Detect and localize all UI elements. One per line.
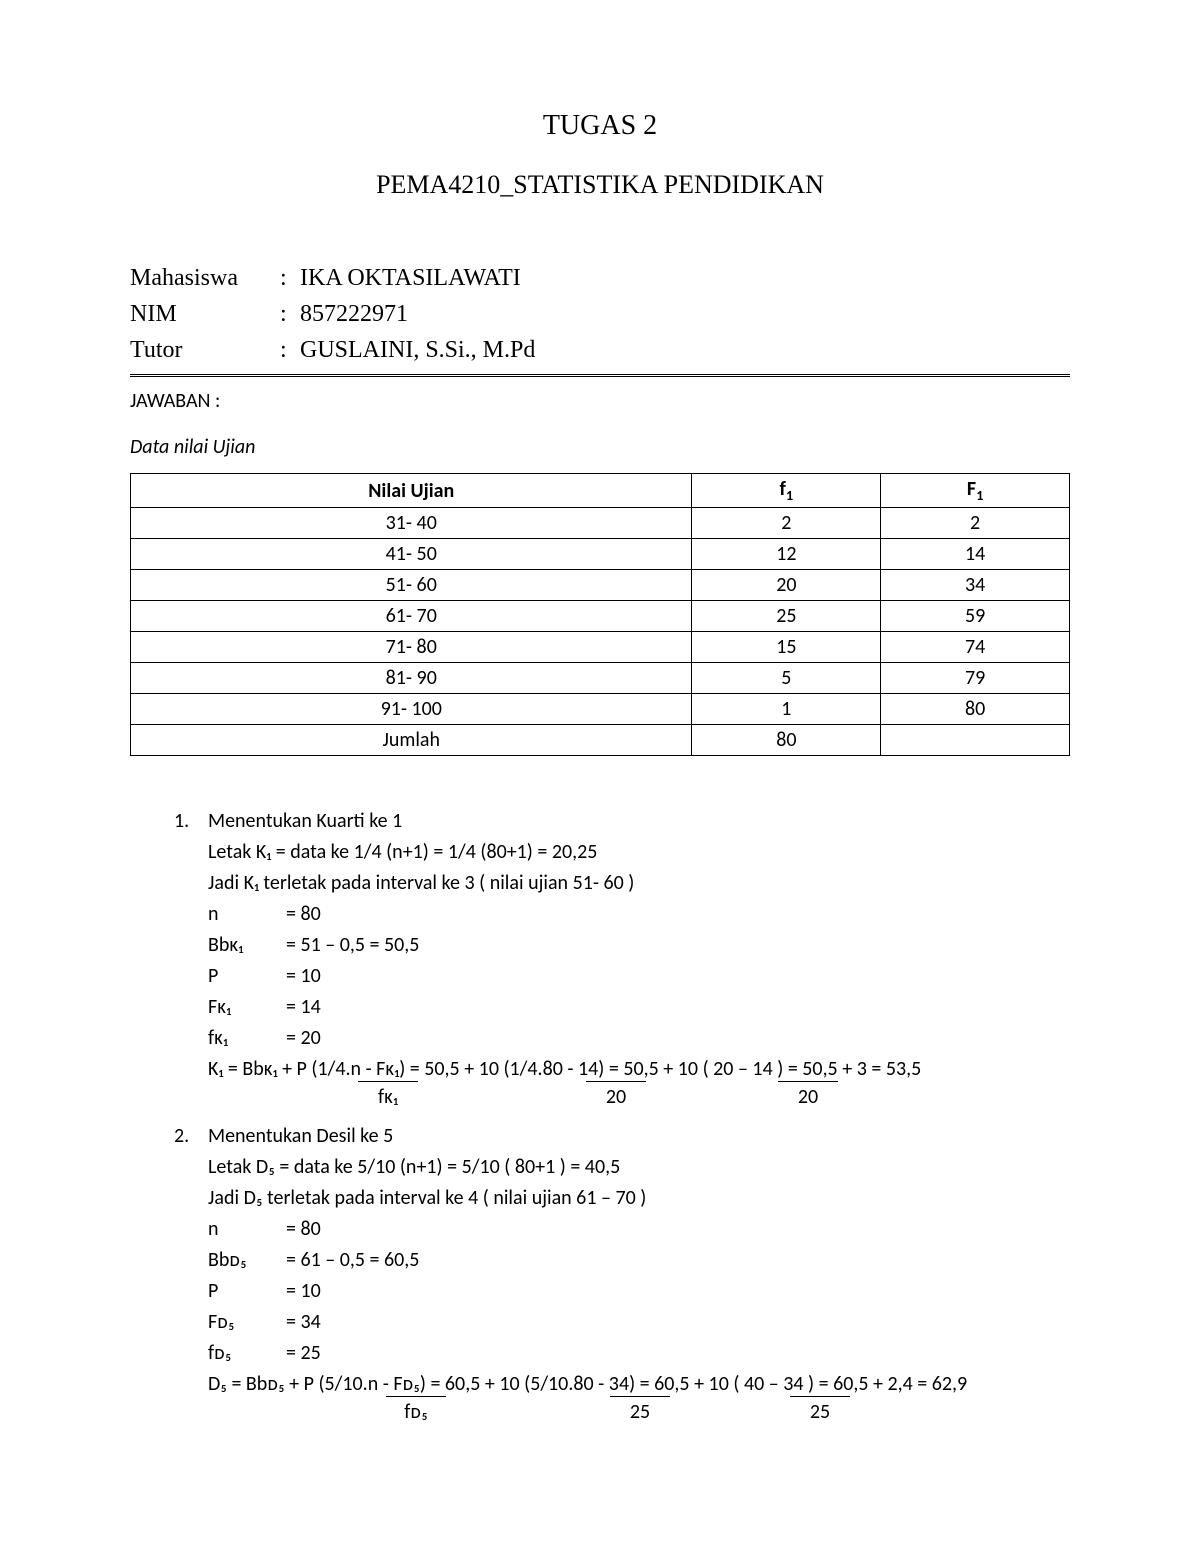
calc1-letak: Letak K₁ = data ke 1/4 (n+1) = 1/4 (80+1… [208,837,1070,868]
item-body: Menentukan Kuarti ke 1 Letak K₁ = data k… [208,806,1070,1113]
calc2-denominators: fᴅ₅ 25 25 [208,1396,1070,1428]
var-f: fᴅ₅= 25 [208,1338,1070,1369]
tutor-label: Tutor [130,332,280,368]
tutor-name: GUSLAINI, S.Si., M.Pd [300,332,535,368]
frac-d1: fᴅ₅ [386,1396,446,1428]
document-page: TUGAS 2 PEMA4210_STATISTIKA PENDIDIKAN M… [0,0,1200,1553]
calc2-title: Menentukan Desil ke 5 [208,1121,1070,1152]
frac-d3: 20 [778,1081,838,1113]
table-row: Jumlah80 [131,725,1070,756]
table-body: 31- 4022 41- 501214 51- 602034 61- 70255… [131,508,1070,756]
answer-label: JAWABAN : [130,389,1070,413]
var-p: P= 10 [208,1276,1070,1307]
separator: : [280,332,300,368]
frac-d2: 20 [586,1081,646,1113]
separator: : [280,296,300,332]
info-row-student: Mahasiswa : IKA OKTASILAWATI [130,260,1070,296]
data-table: Nilai Ujian f1 F1 31- 4022 41- 501214 51… [130,473,1070,756]
item-number: 1. [174,806,208,1113]
calc-item-2: 2. Menentukan Desil ke 5 Letak D₅ = data… [174,1121,1070,1428]
info-row-nim: NIM : 857222971 [130,296,1070,332]
calc1-denominators: fᴋ₁ 20 20 [208,1081,1070,1113]
frac-d2: 25 [610,1396,670,1428]
table-row: 31- 4022 [131,508,1070,539]
calc2-jadi: Jadi D₅ terletak pada interval ke 4 ( ni… [208,1183,1070,1214]
info-row-tutor: Tutor : GUSLAINI, S.Si., M.Pd [130,332,1070,368]
student-label: Mahasiswa [130,260,280,296]
calculations: 1. Menentukan Kuarti ke 1 Letak K₁ = dat… [130,806,1070,1428]
nim-value: 857222971 [300,296,408,332]
var-F: Fᴅ₅= 34 [208,1307,1070,1338]
frac-d1: fᴋ₁ [358,1081,418,1113]
calc2-letak: Letak D₅ = data ke 5/10 (n+1) = 5/10 ( 8… [208,1152,1070,1183]
item-body: Menentukan Desil ke 5 Letak D₅ = data ke… [208,1121,1070,1428]
calc1-jadi: Jadi K₁ terletak pada interval ke 3 ( ni… [208,868,1070,899]
frac-d3: 25 [790,1396,850,1428]
table-row: 91- 100180 [131,694,1070,725]
var-f: fᴋ₁= 20 [208,1023,1070,1054]
var-F: Fᴋ₁= 14 [208,992,1070,1023]
table-row: 71- 801574 [131,632,1070,663]
data-title: Data nilai Ujian [130,435,1070,459]
table-row: 81- 90579 [131,663,1070,694]
calc-item-1: 1. Menentukan Kuarti ke 1 Letak K₁ = dat… [174,806,1070,1113]
student-name: IKA OKTASILAWATI [300,260,521,296]
var-bb: Bbᴋ₁= 51 – 0,5 = 50,5 [208,930,1070,961]
item-number: 2. [174,1121,208,1428]
table-row: 51- 602034 [131,570,1070,601]
table-row: 61- 702559 [131,601,1070,632]
col-f1: f1 [692,474,881,508]
separator: : [280,260,300,296]
col-nilai: Nilai Ujian [131,474,692,508]
var-bb: Bbᴅ₅= 61 – 0,5 = 60,5 [208,1245,1070,1276]
calc1-title: Menentukan Kuarti ke 1 [208,806,1070,837]
table-header-row: Nilai Ujian f1 F1 [131,474,1070,508]
title-sub: PEMA4210_STATISTIKA PENDIDIKAN [130,170,1070,200]
var-p: P= 10 [208,961,1070,992]
table-row: 41- 501214 [131,539,1070,570]
student-info-block: Mahasiswa : IKA OKTASILAWATI NIM : 85722… [130,260,1070,377]
col-F1: F1 [881,474,1070,508]
var-n: n= 80 [208,1214,1070,1245]
nim-label: NIM [130,296,280,332]
var-n: n= 80 [208,899,1070,930]
title-main: TUGAS 2 [130,110,1070,142]
